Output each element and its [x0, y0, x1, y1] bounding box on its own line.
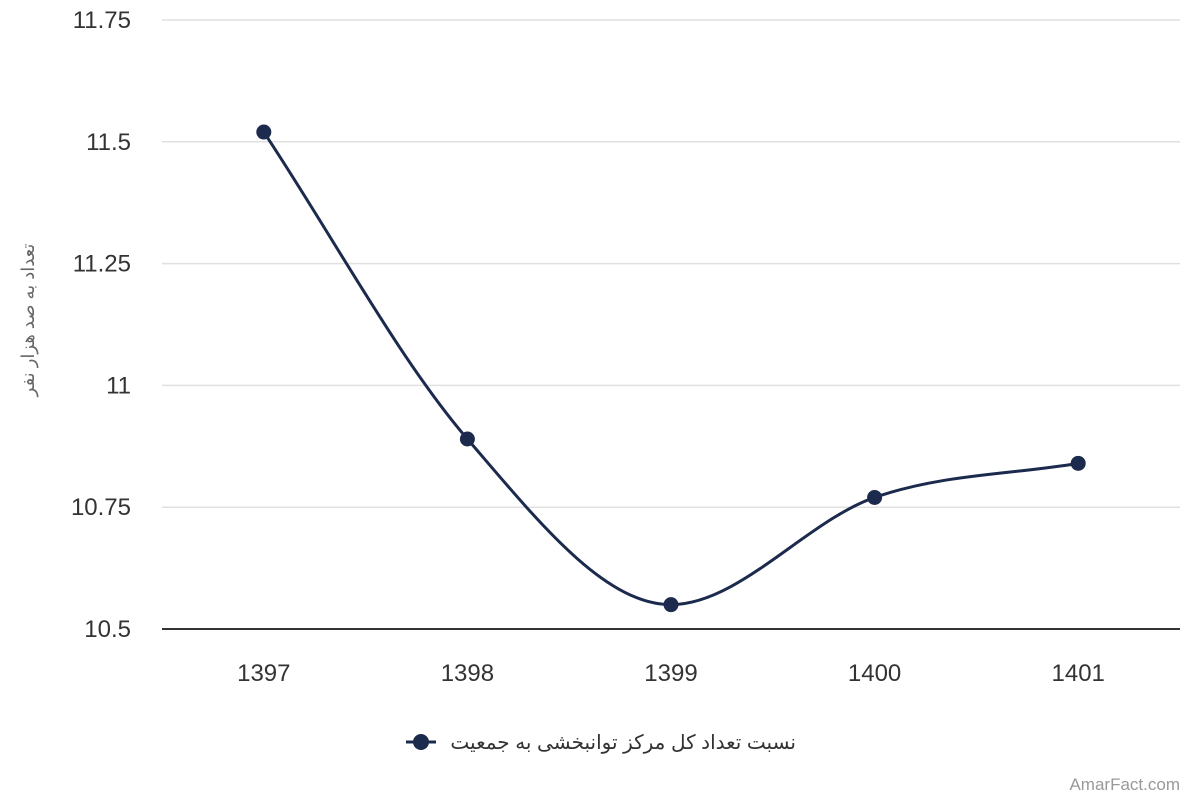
- x-tick-label: 1398: [441, 660, 494, 687]
- series-layer: [256, 124, 1086, 613]
- data-point[interactable]: [867, 489, 883, 505]
- y-tick-label: 11.5: [86, 129, 131, 156]
- credit-text: AmarFact.com: [1069, 775, 1180, 794]
- data-point[interactable]: [256, 124, 272, 140]
- y-tick-label: 10.75: [71, 494, 131, 521]
- data-point[interactable]: [1070, 455, 1086, 471]
- series-line: [262, 130, 1080, 607]
- x-tick-label: 1401: [1052, 660, 1105, 687]
- data-point[interactable]: [459, 431, 475, 447]
- x-axis-ticks: 1397 1398 1399 1400 1401: [237, 660, 1105, 687]
- y-tick-label: 11.75: [73, 7, 131, 34]
- legend[interactable]: نسبت تعداد کل مرکز توانبخشی به جمعیت: [406, 732, 796, 754]
- y-tick-label: 11: [106, 372, 131, 399]
- y-axis-label: تعداد به صد هزار نفر: [18, 244, 39, 398]
- y-tick-label: 11.25: [73, 251, 131, 278]
- x-tick-label: 1400: [848, 660, 901, 687]
- x-tick-label: 1397: [237, 660, 290, 687]
- x-tick-label: 1399: [644, 660, 697, 687]
- legend-label: نسبت تعداد کل مرکز توانبخشی به جمعیت: [450, 732, 796, 754]
- y-tick-label: 10.5: [84, 616, 131, 643]
- data-point[interactable]: [663, 597, 679, 613]
- grid-lines: [162, 19, 1180, 630]
- y-axis-ticks: 10.5 10.75 11 11.25 11.5 11.75: [71, 7, 131, 643]
- legend-point-marker: [413, 734, 429, 750]
